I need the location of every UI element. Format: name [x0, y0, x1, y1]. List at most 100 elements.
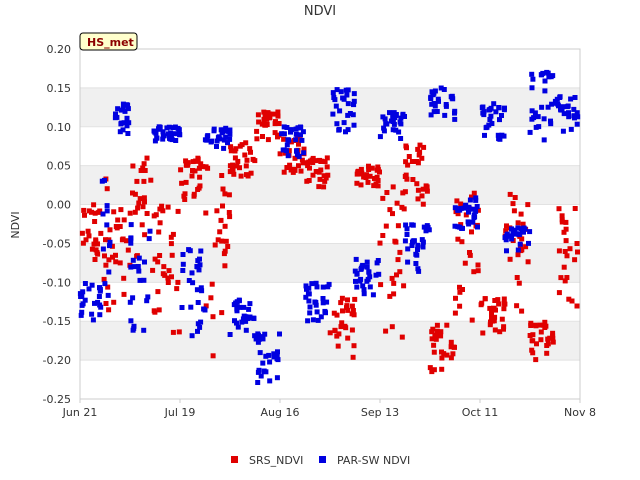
srs-ndvi-point: [351, 312, 357, 318]
srs-ndvi-point: [389, 324, 395, 330]
par-sw-ndvi-point: [275, 357, 281, 363]
par-sw-ndvi-point: [104, 208, 110, 214]
srs-ndvi-point: [109, 243, 115, 249]
y-tick-label: -0.20: [43, 354, 71, 367]
srs-ndvi-point: [174, 286, 180, 292]
srs-ndvi-point: [110, 254, 115, 260]
srs-ndvi-point: [336, 331, 342, 337]
par-sw-ndvi-point: [420, 239, 426, 245]
srs-ndvi-point: [514, 275, 520, 280]
srs-ndvi-point: [364, 172, 370, 178]
par-sw-ndvi-point: [146, 236, 152, 242]
par-sw-ndvi-point: [568, 126, 574, 132]
par-sw-ndvi-point: [118, 121, 124, 127]
srs-ndvi-point: [144, 155, 150, 161]
par-sw-ndvi-point: [266, 352, 272, 358]
par-sw-ndvi-point: [548, 121, 554, 127]
srs-ndvi-point: [469, 194, 474, 200]
srs-ndvi-point: [448, 355, 454, 361]
srs-ndvi-point: [103, 262, 109, 268]
par-sw-ndvi-point: [305, 318, 311, 324]
par-sw-ndvi-point: [100, 246, 106, 252]
srs-ndvi-point: [142, 199, 147, 205]
srs-ndvi-point: [266, 111, 272, 117]
srs-ndvi-point: [534, 341, 539, 347]
par-sw-ndvi-point: [263, 353, 269, 359]
srs-ndvi-point: [259, 121, 265, 127]
srs-ndvi-point: [459, 239, 465, 245]
srs-ndvi-point: [190, 168, 195, 173]
par-sw-ndvi-point: [236, 297, 242, 303]
srs-ndvi-point: [438, 329, 444, 335]
srs-ndvi-point: [244, 157, 250, 163]
srs-ndvi-point: [226, 210, 232, 215]
par-sw-ndvi-point: [345, 127, 351, 133]
srs-ndvi-point: [520, 221, 526, 227]
srs-ndvi-point: [152, 309, 158, 315]
srs-ndvi-point: [218, 217, 224, 223]
par-sw-ndvi-point: [285, 153, 291, 159]
par-sw-ndvi-point: [320, 300, 326, 306]
srs-ndvi-point: [467, 252, 473, 258]
srs-ndvi-point: [471, 269, 477, 275]
par-sw-ndvi-point: [404, 232, 410, 237]
srs-ndvi-point: [334, 312, 340, 318]
par-sw-ndvi-point: [415, 266, 421, 272]
srs-ndvi-point: [93, 237, 99, 243]
srs-ndvi-point: [271, 111, 277, 117]
par-sw-ndvi-point: [497, 136, 503, 142]
par-sw-ndvi-point: [130, 257, 136, 263]
srs-ndvi-point: [349, 327, 355, 333]
srs-ndvi-point: [489, 310, 494, 316]
srs-ndvi-point: [160, 271, 166, 277]
srs-ndvi-point: [275, 109, 281, 115]
srs-ndvi-point: [153, 212, 159, 218]
srs-ndvi-point: [569, 298, 575, 304]
par-sw-ndvi-point: [541, 137, 547, 143]
par-sw-ndvi-point: [383, 121, 389, 127]
par-sw-ndvi-point: [298, 132, 303, 138]
srs-ndvi-point: [117, 260, 123, 266]
srs-ndvi-point: [450, 351, 456, 357]
srs-ndvi-point: [301, 146, 307, 152]
par-sw-ndvi-point: [545, 104, 551, 110]
srs-ndvi-point: [482, 296, 488, 302]
par-sw-ndvi-point: [227, 332, 233, 337]
plot-frame: [79, 48, 581, 400]
srs-ndvi-point: [228, 144, 234, 150]
srs-ndvi-point: [130, 163, 136, 169]
par-sw-ndvi-point: [223, 125, 229, 131]
srs-ndvi-point: [527, 333, 533, 338]
par-sw-ndvi-point: [202, 307, 208, 313]
srs-ndvi-point: [243, 140, 249, 146]
par-sw-ndvi-point: [519, 229, 525, 235]
par-sw-ndvi-point: [324, 299, 330, 305]
srs-ndvi-point: [220, 186, 226, 192]
srs-ndvi-point: [399, 204, 405, 210]
legend: SRS_NDVI PAR-SW NDVI: [231, 454, 410, 467]
srs-ndvi-point: [452, 344, 457, 350]
par-sw-ndvi-point: [322, 308, 328, 314]
par-sw-ndvi-point: [211, 128, 217, 134]
srs-ndvi-point: [406, 154, 412, 159]
par-sw-ndvi-point: [220, 129, 225, 135]
srs-ndvi-point: [281, 169, 287, 175]
srs-ndvi-point: [399, 334, 405, 340]
srs-ndvi-point: [210, 314, 216, 320]
par-sw-ndvi-point: [314, 284, 320, 290]
srs-ndvi-point: [335, 343, 341, 349]
par-sw-ndvi-point: [482, 132, 487, 138]
srs-ndvi-point: [515, 220, 521, 226]
srs-ndvi-point: [292, 167, 298, 173]
par-sw-ndvi-point: [198, 285, 204, 291]
x-tick-label: Jul 19: [164, 406, 196, 419]
srs-ndvi-point: [518, 211, 524, 217]
srs-ndvi-point: [275, 113, 281, 119]
par-sw-ndvi-point: [202, 137, 208, 143]
srs-ndvi-point: [380, 195, 386, 201]
srs-ndvi-point: [267, 115, 273, 121]
par-sw-ndvi-point: [267, 359, 273, 365]
srs-ndvi-point: [264, 116, 270, 122]
srs-ndvi-point: [564, 253, 570, 259]
srs-ndvi-point: [424, 188, 430, 194]
